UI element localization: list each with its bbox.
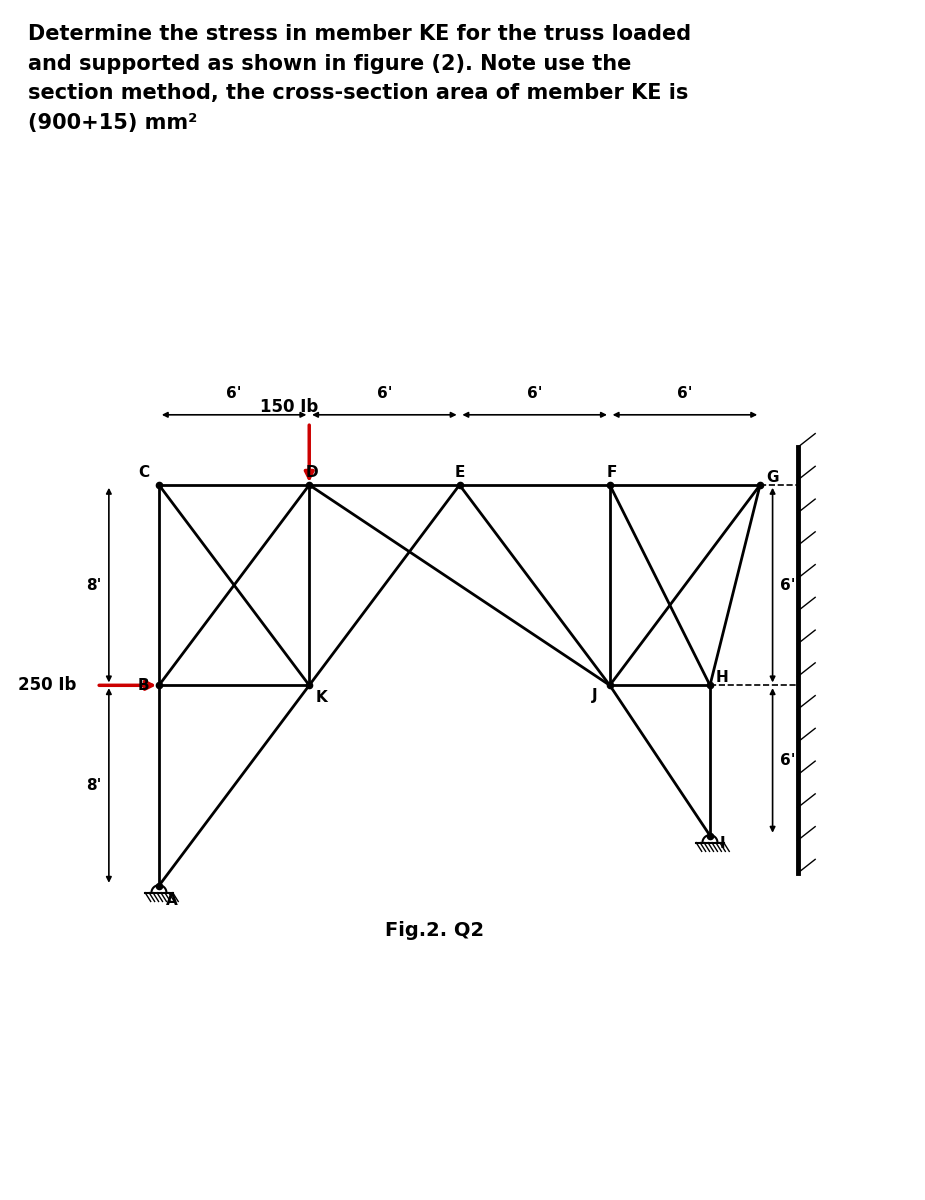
Text: F: F xyxy=(607,464,618,480)
Text: 8': 8' xyxy=(86,778,102,793)
Text: 250 Ib: 250 Ib xyxy=(18,677,76,695)
Text: C: C xyxy=(139,464,150,480)
Text: 8': 8' xyxy=(86,577,102,593)
Text: I: I xyxy=(720,835,725,851)
Text: 6': 6' xyxy=(527,386,542,401)
Text: E: E xyxy=(454,464,464,480)
Text: H: H xyxy=(716,671,729,685)
Text: G: G xyxy=(766,470,779,485)
Text: 6': 6' xyxy=(376,386,392,401)
Text: Determine the stress in member KE for the truss loaded
and supported as shown in: Determine the stress in member KE for th… xyxy=(28,24,691,133)
Text: Fig.2. Q2: Fig.2. Q2 xyxy=(385,922,484,941)
Text: J: J xyxy=(592,688,598,703)
Text: K: K xyxy=(315,690,327,706)
Text: 150 Ib: 150 Ib xyxy=(260,398,318,416)
Text: 6': 6' xyxy=(677,386,693,401)
Text: 6': 6' xyxy=(780,577,796,593)
Text: 6': 6' xyxy=(780,752,796,768)
Text: D: D xyxy=(305,464,318,480)
Text: B: B xyxy=(138,678,150,692)
Text: 6': 6' xyxy=(227,386,241,401)
Text: A: A xyxy=(166,893,178,908)
